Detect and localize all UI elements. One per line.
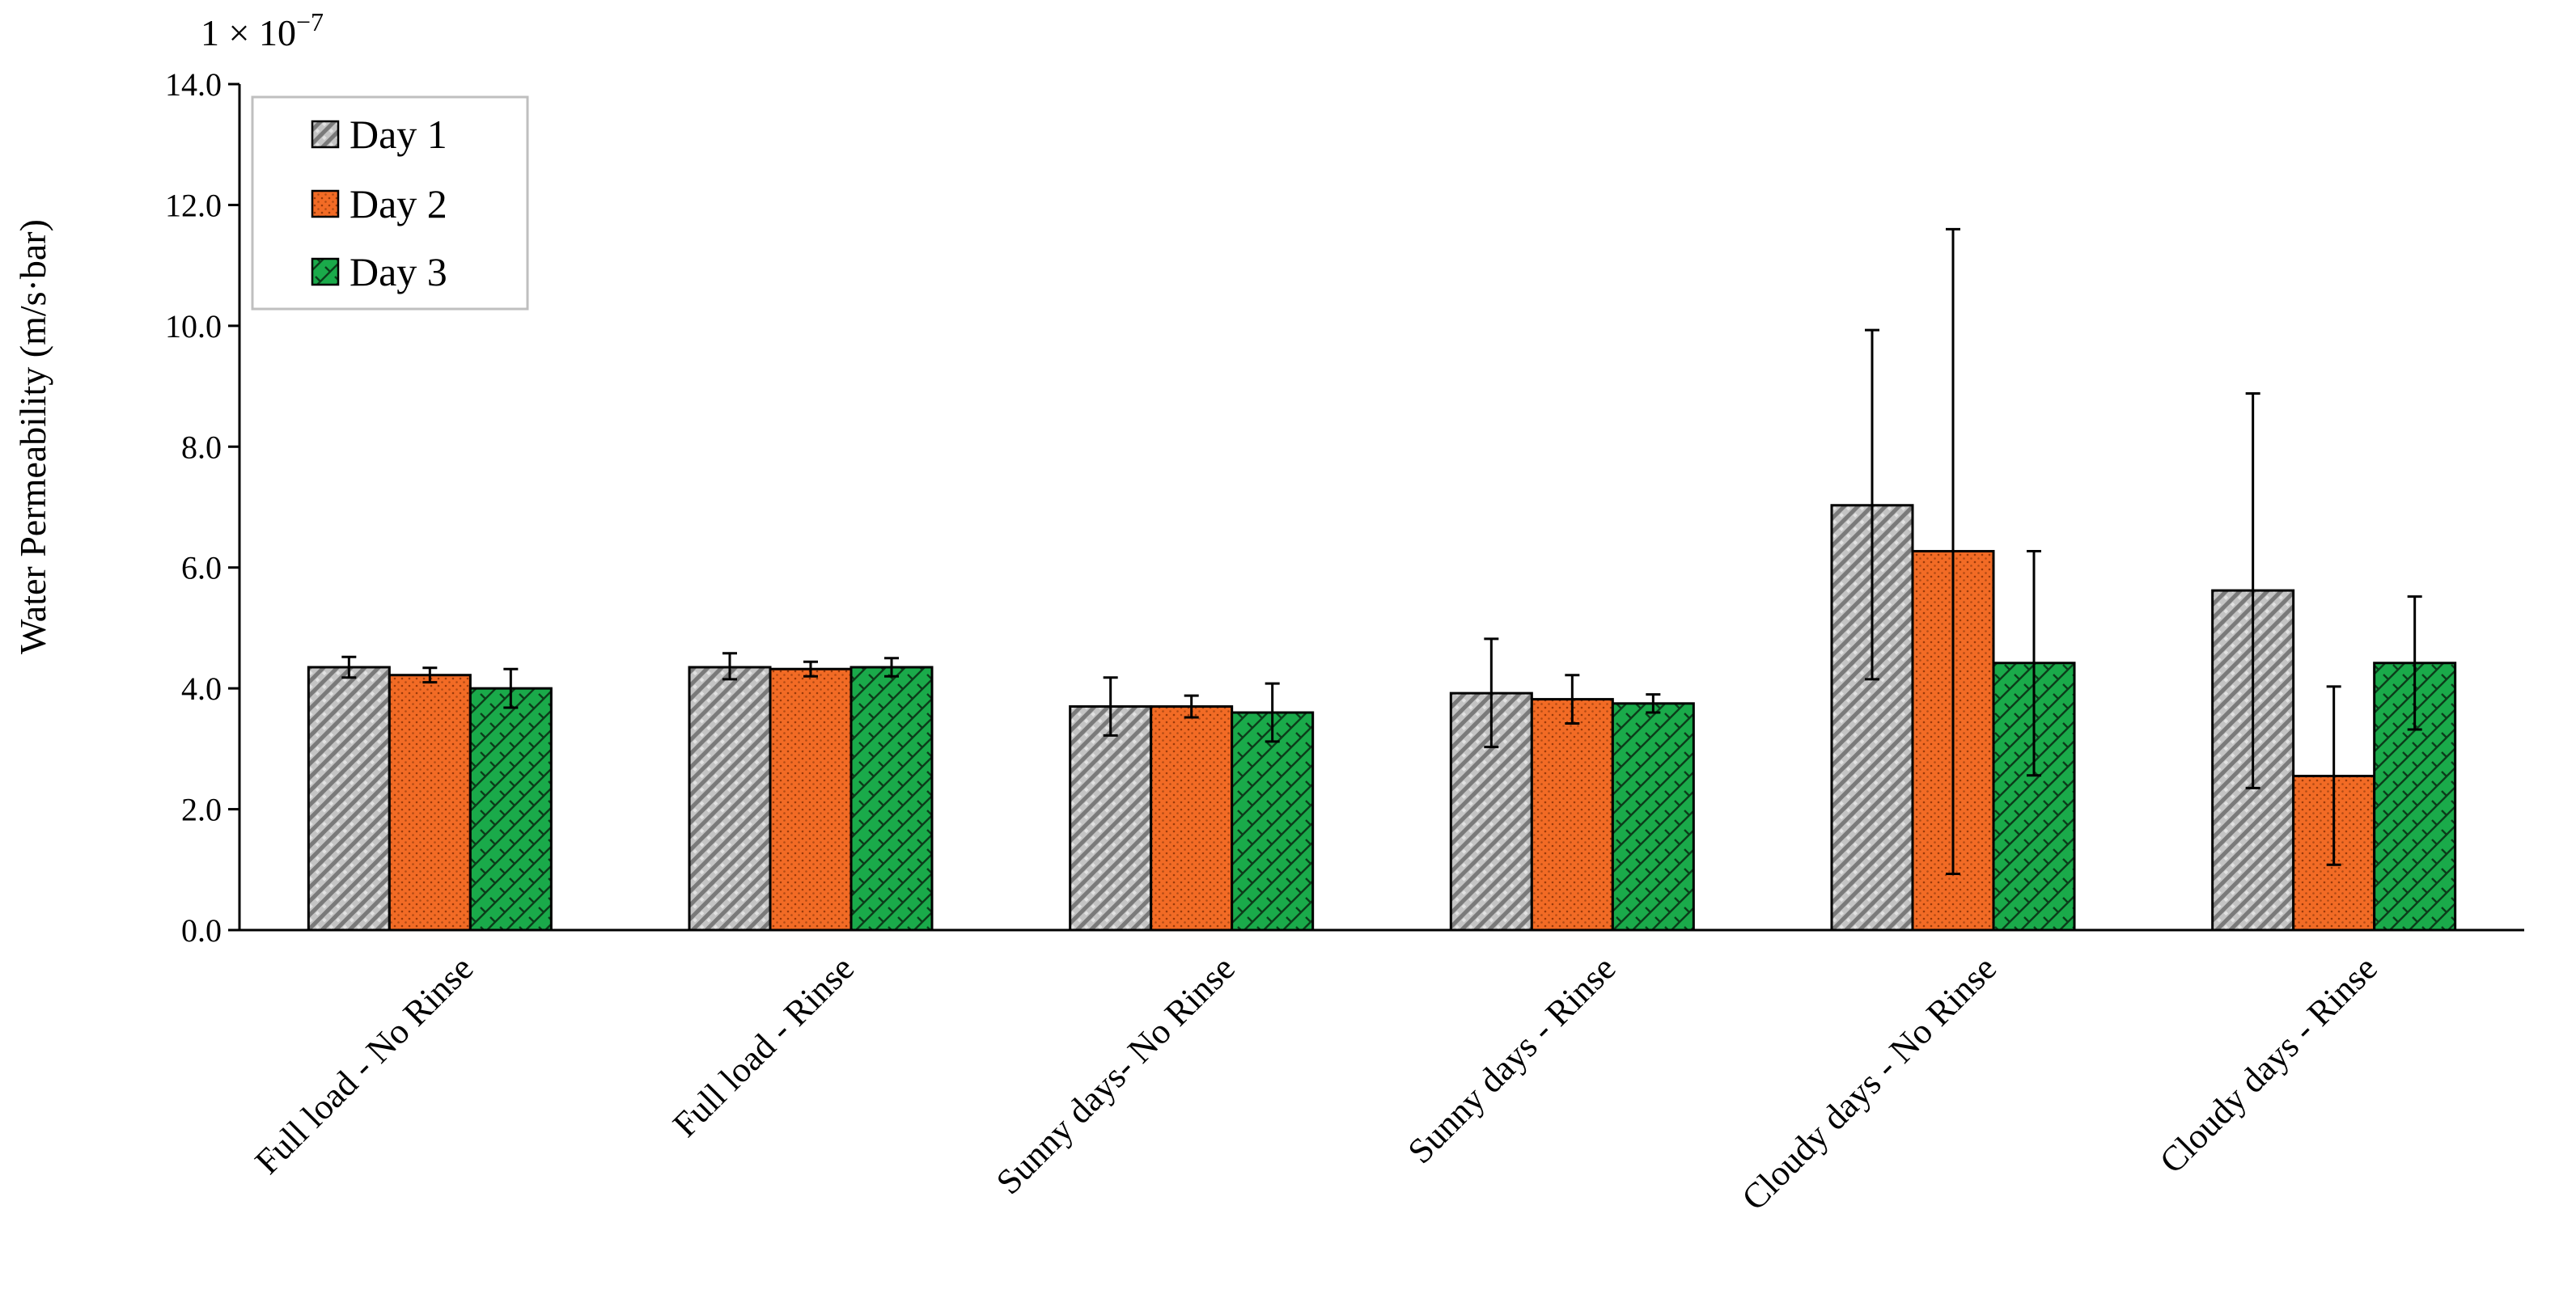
y-axis-title: Water Permeability (m/s·bar) (12, 219, 53, 654)
legend-swatch-day-2 (311, 189, 340, 218)
bar-day-2-4 (1530, 698, 1614, 932)
error-bars-group (341, 227, 2422, 876)
bar-day-3-2 (849, 666, 934, 932)
scale-base: 1 × 10 (201, 12, 296, 53)
y-tick-label: 12.0 (165, 187, 222, 223)
error-bar-day-2-6 (2326, 685, 2341, 866)
error-bar-day-2-1 (422, 666, 438, 684)
legend-label-day-2: Day 2 (350, 181, 447, 226)
bar-day-1-3 (1069, 705, 1153, 932)
category-label-6: Cloudy days - Rinse (2152, 948, 2385, 1181)
error-bar-day-2-2 (803, 660, 818, 678)
error-bar-day-3-4 (1646, 693, 1661, 714)
bar-day-2-1 (388, 674, 472, 932)
bar-day-1-2 (688, 666, 772, 932)
error-bar-day-1-5 (1865, 328, 1879, 681)
error-bar-day-2-3 (1184, 694, 1199, 719)
bars-group (307, 504, 2457, 932)
category-label-1: Full load - No Rinse (248, 948, 481, 1182)
y-tick-label: 4.0 (181, 670, 222, 707)
error-bar-day-2-5 (1946, 227, 1960, 876)
bar-day-2-2 (769, 667, 853, 932)
error-bar-day-1-4 (1484, 637, 1499, 749)
y-tick-label: 2.0 (181, 792, 222, 828)
bar-day-3-4 (1611, 702, 1695, 932)
y-tick-label: 14.0 (165, 66, 222, 103)
error-bar-day-1-1 (341, 655, 357, 679)
category-labels: Full load - No Rinse Full load - Rinse Sun… (248, 948, 2385, 1218)
legend-box (251, 95, 529, 311)
svg-text:1 × 10−7: 1 × 10−7 (201, 7, 324, 53)
legend-label-day-1: Day 1 (350, 112, 447, 157)
legend-label-day-3: Day 3 (350, 249, 447, 294)
y-tick-label: 10.0 (165, 308, 222, 345)
axis-scale-multiplier: 1 × 10−7 (201, 7, 324, 53)
bar-day-3-3 (1231, 711, 1315, 932)
y-tick-label: 6.0 (181, 550, 222, 586)
category-label-3: Sunny days- No Rinse (989, 948, 1243, 1202)
y-axis: 0.0 2.0 4.0 6.0 8.0 10.0 12.0 14.0 (165, 66, 241, 949)
scale-exponent: −7 (296, 7, 324, 36)
error-bar-day-3-3 (1265, 682, 1280, 743)
error-bar-day-3-1 (503, 667, 519, 709)
bar-day-3-1 (468, 687, 553, 932)
error-bar-day-1-6 (2245, 392, 2260, 789)
error-bar-day-1-3 (1103, 676, 1118, 737)
category-label-4: Sunny days - Rinse (1400, 948, 1624, 1171)
legend: Day 1 Day 2 Day 3 (251, 95, 529, 311)
bar-day-2-3 (1150, 705, 1234, 932)
error-bar-day-1-2 (722, 652, 737, 681)
bar-day-1-1 (307, 666, 391, 932)
error-bar-day-3-2 (884, 657, 899, 678)
error-bar-day-2-4 (1565, 674, 1580, 725)
y-tick-label: 8.0 (181, 429, 222, 465)
y-tick-label: 0.0 (181, 912, 222, 949)
error-bar-day-3-6 (2407, 595, 2422, 731)
error-bar-day-3-5 (2027, 550, 2041, 777)
category-label-5: Cloudy days - No Rinse (1734, 948, 2004, 1218)
category-label-2: Full load - Rinse (665, 948, 862, 1144)
legend-swatch-day-3 (311, 257, 340, 286)
legend-swatch-day-1 (311, 120, 340, 149)
